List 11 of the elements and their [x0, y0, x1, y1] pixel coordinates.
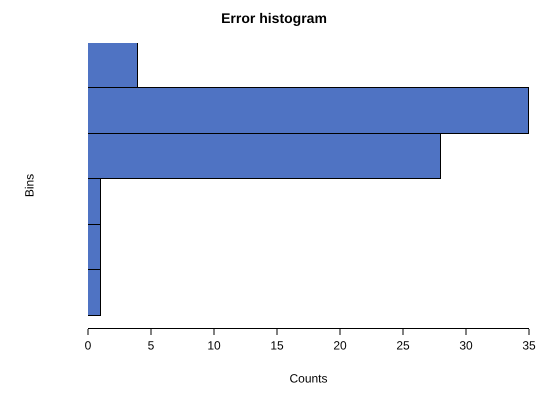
x-tick-label: 35	[522, 338, 536, 352]
y-axis-title: Bins	[22, 174, 36, 198]
x-tick-label: 5	[148, 338, 155, 352]
x-tick-label: 10	[207, 338, 221, 352]
x-tick-label: 25	[396, 338, 410, 352]
x-tick-label: 0	[84, 338, 92, 352]
x-tick-label: 30	[459, 338, 473, 352]
chart-title: Error histogram	[221, 10, 327, 26]
x-axis-title: Counts	[289, 371, 328, 386]
x-tick-label: 15	[270, 338, 284, 352]
x-tick-label: 20	[333, 338, 347, 352]
